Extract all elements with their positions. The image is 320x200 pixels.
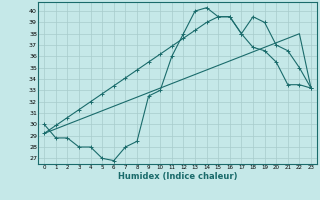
X-axis label: Humidex (Indice chaleur): Humidex (Indice chaleur) (118, 172, 237, 181)
